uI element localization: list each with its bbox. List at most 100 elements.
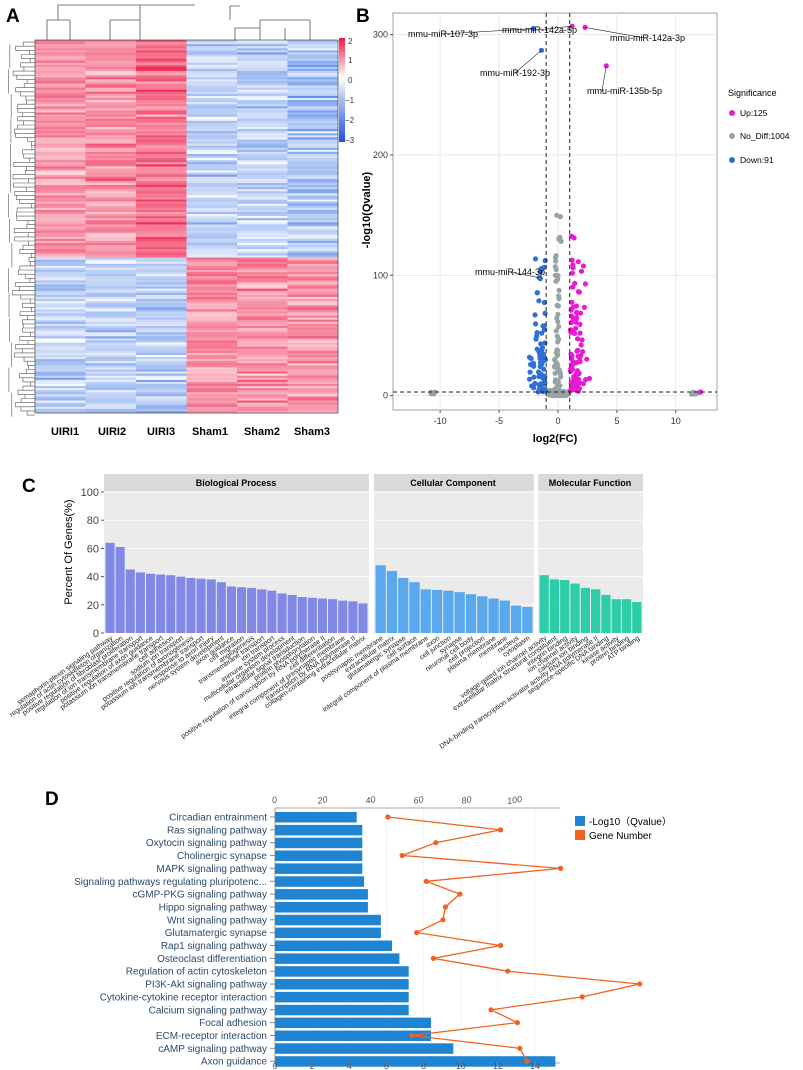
heatmap-cell bbox=[85, 149, 137, 153]
heatmap-cell bbox=[186, 325, 238, 329]
column-label: Sham2 bbox=[244, 426, 280, 438]
column-label: UIRI1 bbox=[51, 426, 79, 438]
go-y-ticks: 0 20 40 60 80 100 bbox=[81, 487, 104, 640]
heatmap-cell bbox=[35, 386, 86, 389]
heatmap-cell bbox=[287, 197, 339, 200]
point-no-diff bbox=[557, 371, 564, 377]
heatmap-cell bbox=[237, 197, 288, 200]
heatmap-cell bbox=[287, 371, 339, 374]
point-up bbox=[569, 23, 575, 29]
heatmap-cell bbox=[35, 276, 86, 279]
heatmap-cell bbox=[136, 174, 187, 178]
heatmap-cell bbox=[287, 261, 339, 265]
heatmap-cell bbox=[136, 222, 187, 225]
heatmap-cell bbox=[287, 328, 339, 331]
heatmap-cell bbox=[35, 214, 86, 217]
heatmap-cell bbox=[287, 58, 339, 62]
heatmap-cell bbox=[287, 124, 339, 128]
gene-number-point bbox=[558, 865, 564, 872]
heatmap-cell bbox=[136, 197, 187, 200]
heatmap-cell bbox=[85, 62, 137, 66]
heatmap-cell bbox=[287, 75, 339, 78]
heatmap-cell bbox=[85, 182, 137, 186]
point-down bbox=[539, 330, 545, 336]
heatmap-cell bbox=[136, 106, 187, 109]
heatmap-cell bbox=[85, 73, 137, 76]
heatmap-cell bbox=[237, 371, 288, 374]
heatmap-column-labels: UIRI1 UIRI2 UIRI3 Sham1 Sham2 Sham3 bbox=[51, 426, 330, 438]
heatmap-cell bbox=[85, 257, 137, 260]
heatmap-cell bbox=[186, 100, 238, 103]
heatmap-cell bbox=[35, 222, 86, 225]
heatmap-cell bbox=[35, 352, 86, 356]
heatmap-cell bbox=[287, 89, 339, 93]
heatmap-cell bbox=[287, 153, 339, 157]
heatmap-cell bbox=[136, 243, 187, 246]
heatmap-cell bbox=[186, 58, 238, 62]
go-y-label: Percent Of Genes(%) bbox=[63, 499, 75, 604]
heatmap-cell bbox=[237, 205, 288, 209]
heatmap-cell bbox=[186, 307, 238, 310]
heatmap-cell bbox=[287, 340, 339, 343]
heatmap-cell bbox=[237, 50, 288, 53]
heatmap-cell bbox=[186, 182, 238, 186]
heatmap-cell bbox=[287, 373, 339, 376]
heatmap-cell bbox=[287, 48, 339, 51]
heatmap-cell bbox=[85, 379, 137, 383]
heatmap-cell bbox=[287, 350, 339, 354]
heatmap-cell bbox=[237, 267, 288, 271]
heatmap-cell bbox=[136, 176, 187, 180]
heatmap-cell bbox=[237, 276, 288, 279]
heatmap-cell bbox=[287, 66, 339, 70]
heatmap-cell bbox=[237, 365, 288, 368]
heatmap-cell bbox=[35, 220, 86, 223]
go-bar bbox=[247, 587, 257, 633]
heatmap-cell bbox=[85, 54, 137, 57]
heatmap-cell bbox=[287, 98, 339, 101]
heatmap-cell bbox=[237, 118, 288, 122]
pathway-label: Signaling pathways regulating pluripoten… bbox=[74, 877, 267, 888]
heatmap-cell bbox=[85, 122, 137, 126]
point-no-diff bbox=[556, 324, 562, 330]
heatmap-cell bbox=[237, 282, 288, 285]
point-down bbox=[536, 369, 542, 375]
kegg-bottom-ticks: 0 2 4 6 8 10 12 14 bbox=[272, 1061, 540, 1070]
heatmap-cell bbox=[237, 290, 288, 294]
heatmap-cell bbox=[237, 85, 288, 88]
heatmap-cell bbox=[85, 158, 137, 161]
heatmap-cell bbox=[35, 91, 86, 95]
point-down bbox=[527, 376, 533, 382]
heatmap-cell bbox=[237, 241, 288, 244]
heatmap-cell bbox=[186, 361, 238, 364]
go-bar bbox=[237, 587, 247, 633]
heatmap-cell bbox=[237, 232, 288, 236]
heatmap-cell bbox=[35, 151, 86, 155]
heatmap-cell bbox=[237, 46, 288, 49]
kegg-bar bbox=[275, 1056, 556, 1067]
kegg-bar bbox=[275, 837, 363, 849]
point-up bbox=[575, 336, 581, 342]
legend-label-no-diff: No_Diff:1004 bbox=[740, 131, 790, 141]
point-no-diff bbox=[552, 370, 558, 376]
heatmap-cell bbox=[85, 93, 137, 97]
go-term-label: regulation of ion transmembrane transpor… bbox=[34, 635, 145, 716]
heatmap-cell bbox=[237, 404, 288, 408]
heatmap-cell bbox=[287, 311, 339, 314]
kegg-legend: -Log10（Qvalue） Gene Number bbox=[575, 816, 672, 842]
heatmap-cell bbox=[287, 274, 339, 277]
heatmap-cell bbox=[237, 383, 288, 387]
heatmap-cell bbox=[85, 284, 137, 287]
heatmap-cell bbox=[287, 299, 339, 302]
go-bar bbox=[611, 599, 621, 633]
heatmap-cell bbox=[85, 261, 137, 265]
heatmap-cell bbox=[237, 338, 288, 341]
heatmap-cell bbox=[35, 313, 86, 316]
point-no-diff bbox=[555, 339, 561, 345]
heatmap-cell bbox=[186, 205, 238, 209]
heatmap-cell bbox=[35, 354, 86, 358]
heatmap-cell bbox=[85, 255, 137, 258]
heatmap-cell bbox=[186, 263, 238, 267]
heatmap-cell bbox=[35, 350, 86, 354]
heatmap-cell bbox=[237, 354, 288, 358]
heatmap-cell bbox=[237, 328, 288, 331]
